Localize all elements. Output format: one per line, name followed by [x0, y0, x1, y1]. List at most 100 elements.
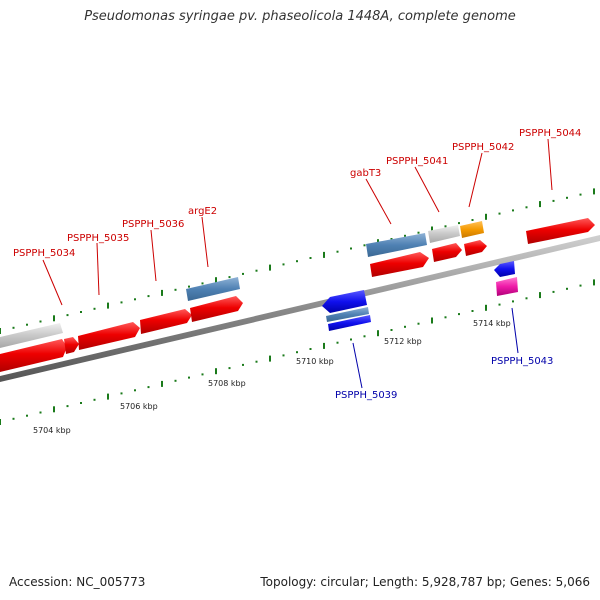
minor-tick — [66, 314, 69, 317]
gene-grey-left[interactable] — [0, 323, 63, 348]
leader-pspph-5043 — [511, 307, 519, 354]
scale-label-5704: 5704 kbp — [33, 426, 71, 435]
minor-tick — [147, 295, 150, 298]
minor-tick — [26, 414, 28, 417]
gene-small-red[interactable] — [64, 337, 79, 354]
gene-pspph-5043[interactable] — [496, 277, 518, 296]
major-tick — [593, 279, 595, 286]
scale-label-5714: 5714 kbp — [473, 319, 511, 328]
gene-grey-5041[interactable] — [428, 225, 460, 243]
minor-tick — [120, 301, 123, 304]
scale-label-5710: 5710 kbp — [296, 357, 334, 366]
gene-orange[interactable] — [460, 221, 484, 238]
gene-blue-5043[interactable] — [494, 261, 515, 277]
minor-tick — [80, 311, 82, 313]
gene-pspph-5039[interactable] — [322, 290, 367, 313]
major-tick — [215, 277, 217, 284]
minor-tick — [134, 389, 136, 392]
minor-tick — [525, 206, 528, 209]
label-pspph-5041[interactable]: PSPPH_5041 — [386, 156, 448, 167]
gene-steel-gabt[interactable] — [366, 233, 427, 257]
minor-tick — [458, 313, 460, 316]
genome-stats-text: Topology: circular; Length: 5,928,787 bp… — [260, 575, 590, 589]
minor-tick — [12, 417, 15, 420]
minor-tick — [228, 276, 231, 279]
label-pspph-5044[interactable]: PSPPH_5044 — [519, 128, 581, 139]
minor-tick — [39, 320, 42, 323]
label-gabt3[interactable]: gabT3 — [350, 168, 381, 179]
minor-tick — [390, 238, 393, 240]
major-tick — [53, 315, 55, 322]
minor-tick — [242, 363, 244, 366]
genome-backbone — [0, 235, 600, 382]
label-pspph-5043[interactable]: PSPPH_5043 — [491, 356, 553, 367]
major-tick — [539, 201, 541, 208]
minor-tick — [404, 234, 406, 237]
gene-pspph-5042[interactable] — [464, 240, 487, 256]
label-pspph-5039[interactable]: PSPPH_5039 — [335, 390, 397, 401]
minor-tick — [39, 411, 42, 414]
minor-tick — [404, 325, 406, 328]
minor-tick — [201, 373, 204, 376]
label-pspph-5036[interactable]: PSPPH_5036 — [122, 219, 184, 230]
label-pspph-5042[interactable]: PSPPH_5042 — [452, 142, 514, 153]
major-tick — [107, 393, 109, 400]
minor-tick — [336, 250, 339, 253]
leader-pspph-5042 — [468, 152, 483, 208]
leader-pspph-5044 — [547, 138, 553, 191]
minor-tick — [147, 386, 150, 389]
minor-tick — [93, 307, 96, 310]
leader-pspph-5039 — [352, 342, 363, 389]
gene-pspph-5041[interactable] — [432, 243, 462, 262]
leader-pspph-5036 — [150, 229, 157, 282]
major-tick — [269, 355, 271, 362]
minor-tick — [552, 290, 555, 293]
leader-pspph-5034 — [42, 259, 63, 306]
minor-tick — [566, 287, 568, 290]
label-pspph-5034[interactable]: PSPPH_5034 — [13, 248, 75, 259]
minor-tick — [255, 269, 258, 272]
scale-label-5712: 5712 kbp — [384, 337, 422, 346]
major-tick — [161, 289, 163, 296]
minor-tick — [309, 257, 312, 259]
major-tick — [485, 213, 487, 220]
label-arge2[interactable]: argE2 — [188, 206, 217, 217]
minor-tick — [512, 209, 514, 212]
major-tick — [269, 264, 271, 271]
minor-tick — [363, 335, 366, 338]
gene-pspph-5034[interactable] — [0, 339, 67, 372]
accession-text: Accession: NC_005773 — [9, 575, 146, 589]
minor-tick — [444, 225, 447, 228]
gene-steel-arge[interactable] — [186, 277, 240, 301]
gene-arge2[interactable] — [190, 296, 243, 322]
minor-tick — [188, 285, 190, 288]
gene-pspph-5035[interactable] — [78, 322, 140, 350]
minor-tick — [309, 348, 312, 350]
label-pspph-5035[interactable]: PSPPH_5035 — [67, 233, 129, 244]
gene-steel-5039[interactable] — [326, 307, 369, 322]
minor-tick — [350, 247, 352, 250]
gene-gabt3[interactable] — [370, 252, 429, 277]
major-tick — [0, 328, 1, 334]
minor-tick — [174, 288, 177, 291]
minor-tick — [188, 376, 190, 379]
minor-tick — [579, 284, 582, 287]
minor-tick — [579, 193, 582, 196]
major-tick — [53, 406, 55, 413]
minor-tick — [228, 367, 231, 370]
minor-tick — [255, 360, 258, 363]
gene-blue-5039b[interactable] — [328, 315, 371, 331]
minor-tick — [390, 329, 393, 331]
minor-tick — [350, 338, 352, 341]
major-tick — [323, 342, 325, 349]
major-tick — [431, 317, 433, 324]
gene-pspph-5036[interactable] — [140, 309, 192, 334]
scale-ticks — [0, 188, 595, 425]
minor-tick — [512, 300, 514, 303]
minor-tick — [471, 310, 474, 312]
scale-label-5708: 5708 kbp — [208, 379, 246, 388]
gene-pspph-5044[interactable] — [526, 218, 595, 244]
minor-tick — [282, 354, 285, 357]
leader-gabt3 — [365, 178, 392, 225]
